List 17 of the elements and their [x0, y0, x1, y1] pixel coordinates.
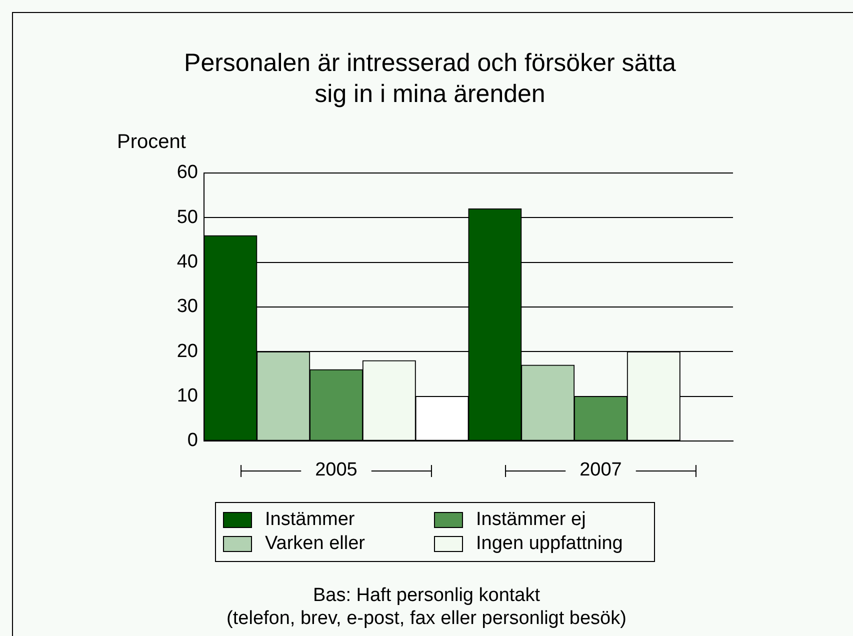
y-tick-label: 60	[176, 162, 198, 184]
x-tick-label: 2007	[580, 460, 622, 481]
y-tick-label: 40	[176, 252, 198, 273]
chart-title: Personalen är intresserad och försöker sätta sig in i mina ärenden	[183, 48, 677, 110]
y-tick-label: 30	[176, 296, 198, 318]
y-tick-label: 20	[176, 340, 198, 362]
legend-label: Instämmer	[265, 509, 355, 531]
text: Bas: Haft personlig kontakt	[312, 584, 542, 607]
legend-label: Ingen uppfattning	[476, 533, 623, 555]
text: (telefon, brev, e-post, fax eller personligt besök)	[226, 607, 628, 630]
y-tick-label: 0	[187, 430, 198, 452]
y-tick-label: 10	[176, 386, 198, 407]
legend-label: Varken eller	[265, 533, 365, 555]
legend-label: Instämmer ej	[476, 509, 586, 531]
y-axis-title: Procent	[117, 131, 186, 154]
y-tick-label: 50	[176, 206, 198, 228]
x-tick-label: 2005	[315, 460, 358, 481]
